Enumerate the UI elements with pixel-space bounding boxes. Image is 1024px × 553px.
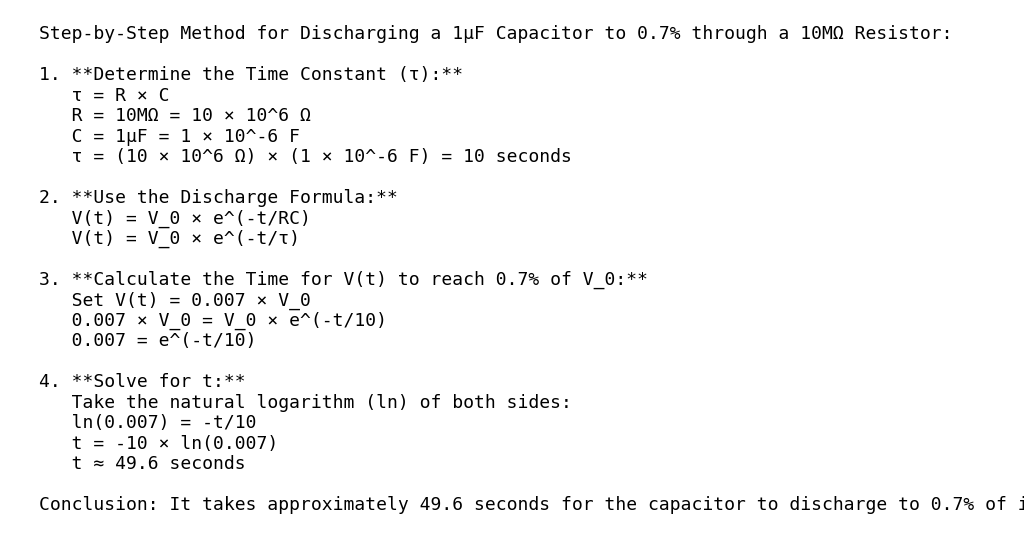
Text: t = -10 × ln(0.007): t = -10 × ln(0.007)	[39, 435, 279, 453]
Text: 0.007 × V_0 = V_0 × e^(-t/10): 0.007 × V_0 = V_0 × e^(-t/10)	[39, 312, 387, 330]
Text: Step-by-Step Method for Discharging a 1μF Capacitor to 0.7% through a 10MΩ Resis: Step-by-Step Method for Discharging a 1μ…	[39, 25, 952, 43]
Text: Conclusion: It takes approximately 49.6 seconds for the capacitor to discharge t: Conclusion: It takes approximately 49.6 …	[39, 496, 1024, 514]
Text: τ = (10 × 10^6 Ω) × (1 × 10^-6 F) = 10 seconds: τ = (10 × 10^6 Ω) × (1 × 10^-6 F) = 10 s…	[39, 148, 571, 166]
Text: 1. **Determine the Time Constant (τ):**: 1. **Determine the Time Constant (τ):**	[39, 66, 463, 85]
Text: V(t) = V_0 × e^(-t/τ): V(t) = V_0 × e^(-t/τ)	[39, 230, 300, 248]
Text: τ = R × C: τ = R × C	[39, 87, 169, 105]
Text: V(t) = V_0 × e^(-t/RC): V(t) = V_0 × e^(-t/RC)	[39, 210, 311, 228]
Text: Set V(t) = 0.007 × V_0: Set V(t) = 0.007 × V_0	[39, 291, 311, 310]
Text: 3. **Calculate the Time for V(t) to reach 0.7% of V_0:**: 3. **Calculate the Time for V(t) to reac…	[39, 271, 648, 289]
Text: R = 10MΩ = 10 × 10^6 Ω: R = 10MΩ = 10 × 10^6 Ω	[39, 107, 311, 126]
Text: 4. **Solve for t:**: 4. **Solve for t:**	[39, 373, 246, 392]
Text: C = 1μF = 1 × 10^-6 F: C = 1μF = 1 × 10^-6 F	[39, 128, 300, 146]
Text: 0.007 = e^(-t/10): 0.007 = e^(-t/10)	[39, 332, 256, 351]
Text: Take the natural logarithm (ln) of both sides:: Take the natural logarithm (ln) of both …	[39, 394, 571, 412]
Text: 2. **Use the Discharge Formula:**: 2. **Use the Discharge Formula:**	[39, 189, 397, 207]
Text: ln(0.007) = -t/10: ln(0.007) = -t/10	[39, 414, 256, 432]
Text: t ≈ 49.6 seconds: t ≈ 49.6 seconds	[39, 455, 246, 473]
